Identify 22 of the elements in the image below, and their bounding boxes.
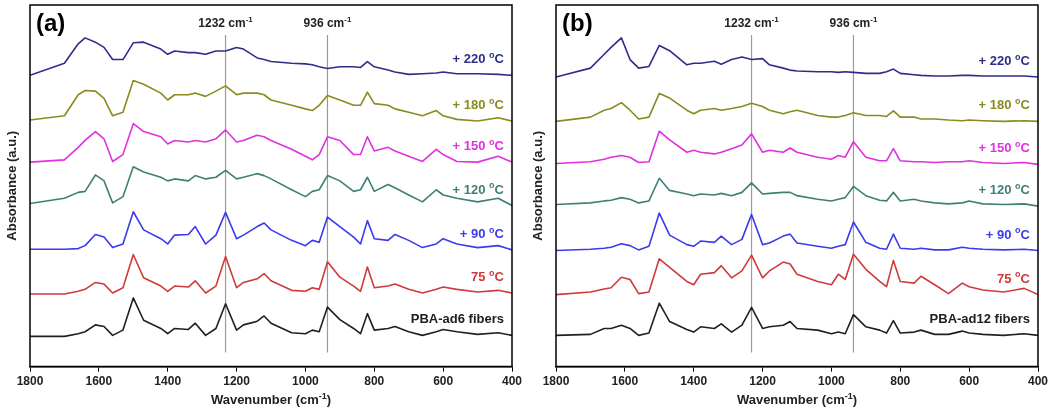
x-tick-label: 1200 [749,374,777,389]
chart-title: (b) [562,9,593,36]
x-tick-label: 1000 [818,374,846,389]
x-tick-label: 1400 [154,374,182,389]
x-tick-label: 1800 [16,374,44,389]
x-tick-label: 1600 [85,374,113,389]
x-tick-label: 1400 [680,374,708,389]
x-tick-label: 1800 [542,374,570,389]
x-tick-label: 600 [433,374,454,389]
x-tick-label: 800 [364,374,385,389]
series-label: PBA-ad12 fibers [929,311,1030,327]
x-tick-label: 600 [959,374,980,389]
x-tick-label: 1600 [611,374,639,389]
y-axis-title: Absorbance (a.u.) [530,130,545,241]
y-axis-title: Absorbance (a.u.) [4,130,19,241]
x-tick-label: 800 [890,374,911,389]
chart-title: (a) [36,9,66,36]
x-tick-label: 400 [501,374,523,389]
x-tick-label: 1000 [292,374,320,389]
series-label: PBA-ad6 fibers [410,311,505,327]
x-tick-label: 400 [1027,374,1049,389]
x-tick-label: 1200 [223,374,251,389]
